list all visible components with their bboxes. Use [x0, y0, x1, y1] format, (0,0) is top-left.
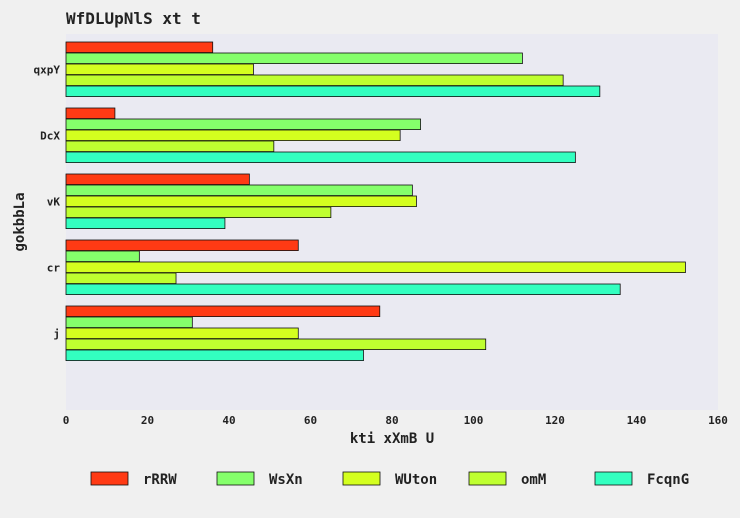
legend-swatch — [342, 471, 381, 486]
x-tick-label: 0 — [63, 414, 70, 427]
bar-j-FcqnG — [65, 349, 364, 362]
chart-title: WfDLUpNlS xt t — [66, 9, 201, 28]
bar-cr-FcqnG — [65, 283, 621, 296]
bar-j-rRRW — [65, 305, 381, 318]
bar-DcX-FcqnG — [65, 151, 576, 164]
legend-swatch — [216, 471, 255, 486]
bar-vK-WUton — [65, 195, 417, 208]
legend-label: rRRW — [143, 472, 177, 488]
bar-qxpY-FcqnG — [65, 85, 601, 98]
y-tick-label: qxpY — [34, 64, 61, 77]
legend-label: omM — [521, 472, 546, 488]
legend-swatch — [90, 471, 129, 486]
bar-DcX-WUton — [65, 129, 401, 142]
y-tick-labels: qxpY DcX vK cr j — [34, 64, 61, 341]
bar-cr-WUton — [65, 261, 686, 274]
x-tick-label: 80 — [385, 414, 398, 427]
bar-j-WsXn — [65, 316, 193, 329]
x-tick-label: 120 — [545, 414, 565, 427]
x-tick-label: 140 — [627, 414, 647, 427]
x-tick-label: 60 — [304, 414, 317, 427]
bar-cr-WsXn — [65, 250, 140, 263]
bar-qxpY-omM — [65, 74, 564, 87]
bar-cr-omM — [65, 272, 177, 285]
bar-vK-omM — [65, 206, 332, 219]
legend-swatch — [468, 471, 507, 486]
bar-DcX-WsXn — [65, 118, 421, 131]
x-tick-label: 100 — [464, 414, 484, 427]
bar-j-WUton — [65, 327, 299, 340]
legend: rRRW WsXn WUton omM FcqnG — [90, 471, 689, 488]
legend-label: WsXn — [269, 472, 303, 488]
legend-swatch — [594, 471, 633, 486]
bar-vK-FcqnG — [65, 217, 226, 230]
legend-label: FcqnG — [647, 472, 689, 488]
bar-j-omM — [65, 338, 487, 351]
x-axis-label: kti xXmB U — [350, 431, 434, 447]
y-tick-label: cr — [47, 262, 61, 275]
x-tick-label: 160 — [708, 414, 728, 427]
bar-qxpY-WUton — [65, 63, 254, 76]
bar-DcX-rRRW — [65, 107, 116, 120]
bars-group — [65, 41, 686, 362]
y-axis-label: gokbbLa — [12, 192, 28, 251]
y-tick-label: DcX — [40, 130, 60, 143]
bar-vK-WsXn — [65, 184, 413, 197]
bar-cr-rRRW — [65, 239, 299, 252]
y-tick-label: j — [53, 328, 60, 341]
x-tick-label: 40 — [222, 414, 235, 427]
bar-vK-rRRW — [65, 173, 250, 186]
x-tick-label: 20 — [141, 414, 154, 427]
bar-qxpY-rRRW — [65, 41, 214, 54]
y-tick-label: vK — [47, 196, 61, 209]
x-tick-labels: 0 20 40 60 80 100 120 140 160 — [63, 414, 728, 427]
bar-DcX-omM — [65, 140, 275, 153]
legend-label: WUton — [395, 472, 437, 488]
bar-qxpY-WsXn — [65, 52, 523, 65]
